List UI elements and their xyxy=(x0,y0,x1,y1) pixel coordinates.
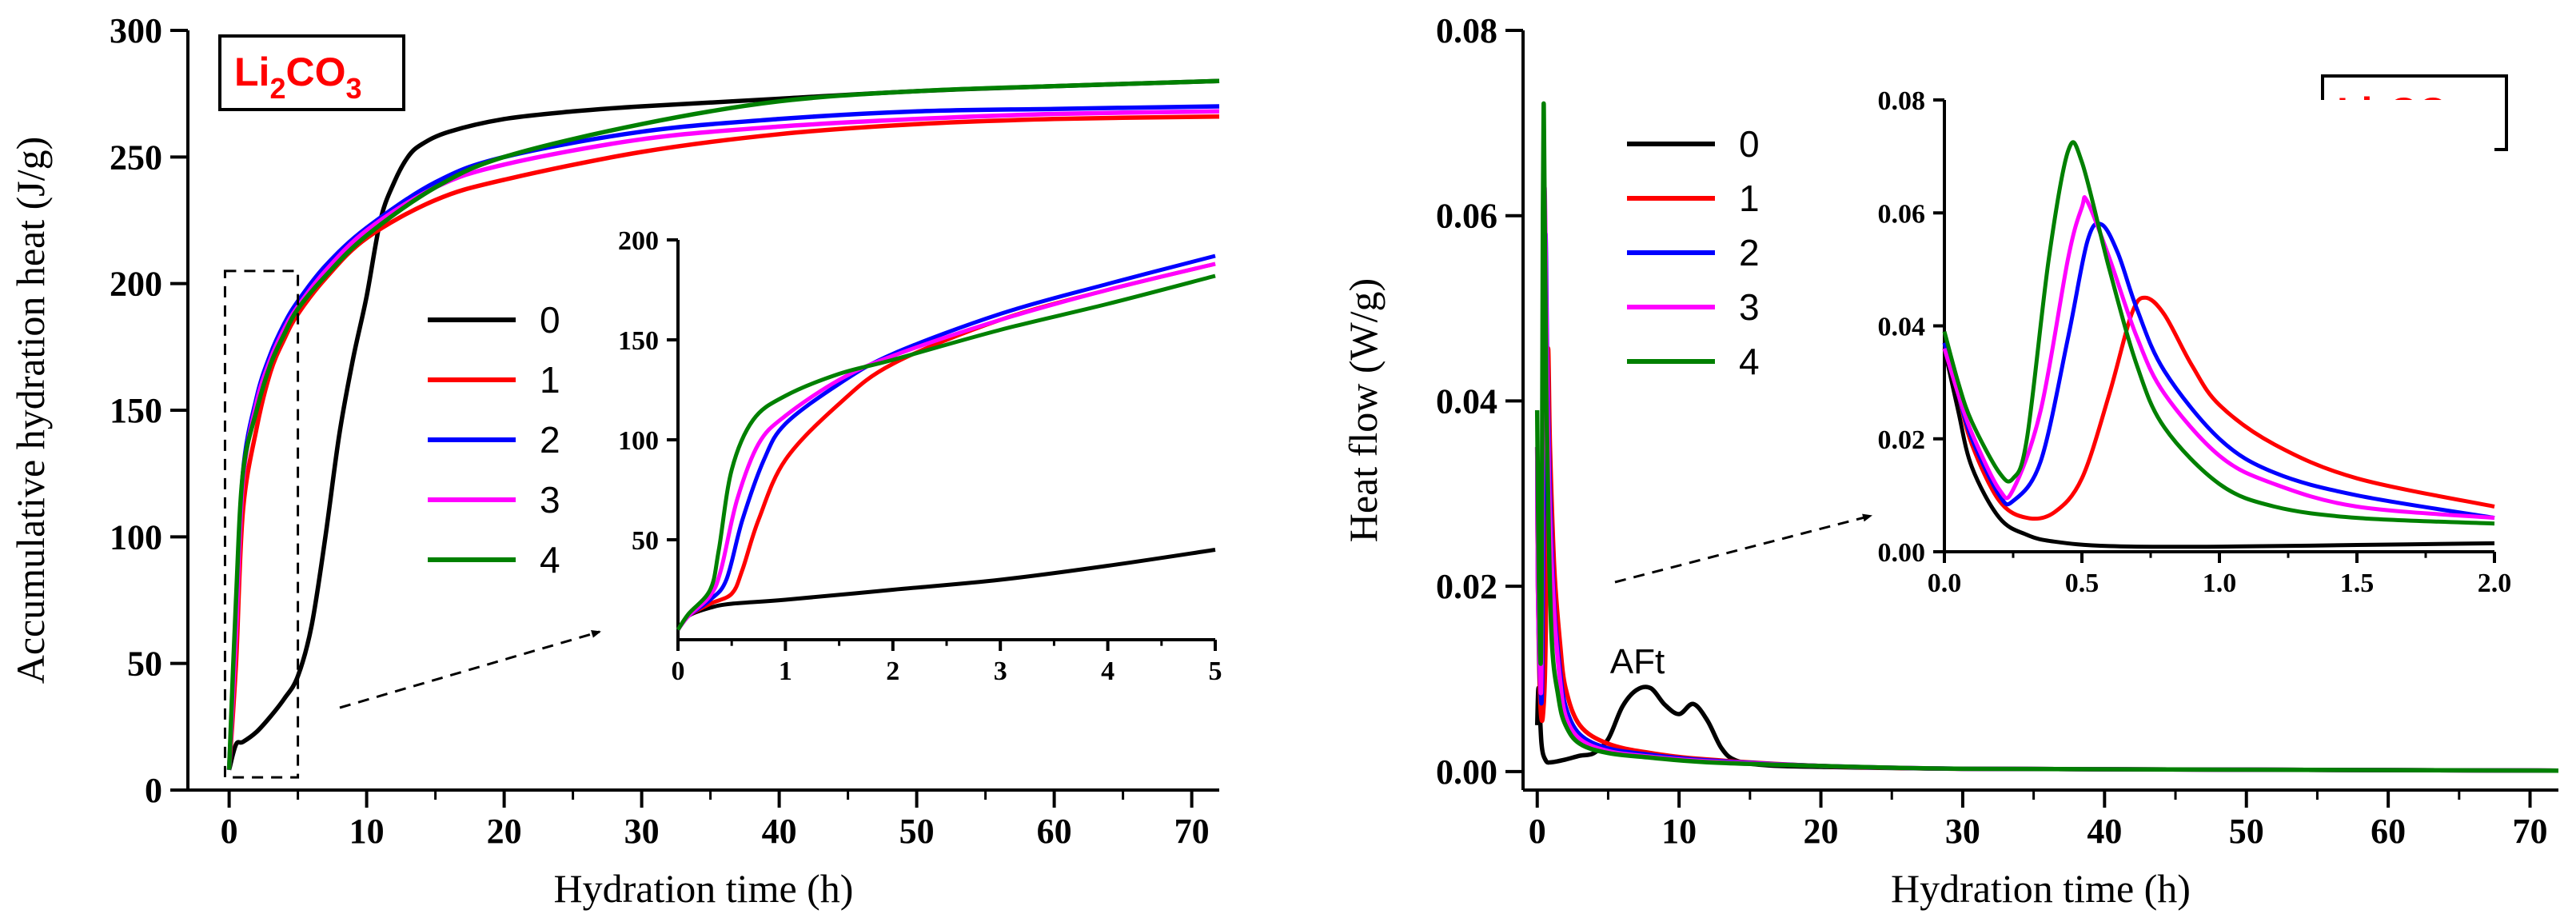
legend-label-3: 3 xyxy=(1739,286,1760,328)
series-line-4 xyxy=(1534,101,2559,773)
legend-label-2: 2 xyxy=(1739,232,1760,273)
x-axis-label: Hydration time (h) xyxy=(554,866,854,911)
x-tick-label: 40 xyxy=(762,812,797,851)
x-tick-label: 0 xyxy=(221,812,238,851)
x-tick-label: 30 xyxy=(624,812,660,851)
zoom-arrow-left xyxy=(339,630,601,709)
x-tick-label: 10 xyxy=(349,812,385,851)
series-line-4 xyxy=(676,273,1216,631)
x-tick-label: 4 xyxy=(1101,657,1115,686)
series-line-2 xyxy=(676,253,1216,632)
legend-label-0: 0 xyxy=(1739,123,1760,165)
series-line-4 xyxy=(226,78,1220,770)
chart-panel-2: 0 1 2 3 4 5 50 100 150 200 xyxy=(618,226,1222,686)
series-line-0 xyxy=(1942,348,2495,549)
y-tick-label: 250 xyxy=(110,138,162,177)
y-axis-label: Accumulative hydration heat (J/g) xyxy=(8,137,53,685)
y-tick-label: 0.00 xyxy=(1878,538,1926,568)
series-line-3 xyxy=(676,261,1216,632)
x-tick-label: 30 xyxy=(1945,812,1980,851)
zoom-region-box xyxy=(223,269,300,779)
series-line-4 xyxy=(1942,140,2495,526)
x-tick-label: 2.0 xyxy=(2478,569,2512,598)
x-tick-label: 50 xyxy=(899,812,935,851)
y-axis-label: Heat flow (W/g) xyxy=(1341,278,1386,542)
x-tick-label: 2 xyxy=(886,657,899,686)
material-label: Li2CO3 xyxy=(234,50,362,105)
x-axis-label: Hydration time (h) xyxy=(1891,866,2191,911)
y-tick-label: 0.06 xyxy=(1878,199,1926,229)
y-tick-label: 0.04 xyxy=(1878,313,1926,342)
x-tick-label: 20 xyxy=(1804,812,1839,851)
x-tick-label: 10 xyxy=(1661,812,1697,851)
material-label-box xyxy=(218,34,405,111)
y-tick-label: 50 xyxy=(127,645,162,684)
series-line-1 xyxy=(226,114,1220,770)
x-tick-label: 0.5 xyxy=(2065,569,2099,598)
y-tick-label: 0.04 xyxy=(1436,381,1497,421)
x-tick-label: 1.5 xyxy=(2340,569,2375,598)
y-tick-label: 50 xyxy=(632,526,659,556)
legend-label-0: 0 xyxy=(540,299,560,341)
x-tick-label: 0.0 xyxy=(1928,569,1962,598)
y-tick-label: 200 xyxy=(110,265,162,304)
x-tick-label: 1.0 xyxy=(2203,569,2237,598)
y-tick-label: 200 xyxy=(618,226,659,256)
y-tick-label: 300 xyxy=(110,11,162,50)
x-tick-label: 0 xyxy=(1529,812,1546,851)
x-tick-label: 3 xyxy=(994,657,1007,686)
y-tick-label: 100 xyxy=(110,517,162,557)
x-tick-label: 20 xyxy=(487,812,522,851)
zoom-arrow-right xyxy=(1614,513,1872,584)
legend-label-1: 1 xyxy=(1739,178,1760,219)
aft-annotation: AFt xyxy=(1610,642,1665,681)
y-tick-label: 0.02 xyxy=(1436,567,1497,606)
x-tick-label: 0 xyxy=(672,657,685,686)
legend-label-4: 4 xyxy=(540,539,560,581)
x-tick-label: 70 xyxy=(2513,812,2548,851)
x-tick-label: 60 xyxy=(1037,812,1072,851)
x-tick-label: 1 xyxy=(779,657,792,686)
chart-panel-1: 0 10 20 30 40 50 60 70050100150200250300Hydrati… xyxy=(8,11,1220,911)
y-tick-label: 0 xyxy=(145,771,162,810)
y-tick-label: 0.00 xyxy=(1436,752,1497,792)
x-tick-label: 50 xyxy=(2229,812,2264,851)
legend-label-2: 2 xyxy=(540,419,560,461)
y-tick-label: 0.06 xyxy=(1436,197,1497,236)
legend-label-3: 3 xyxy=(540,479,560,521)
legend-label-4: 4 xyxy=(1739,341,1760,382)
x-tick-label: 70 xyxy=(1174,812,1210,851)
y-tick-label: 100 xyxy=(618,426,659,456)
inset-background xyxy=(678,240,1215,640)
chart-panel-4: 0.0 0.5 1.0 1.5 2.0 0.00 0.02 0.04 0.06 0.08 xyxy=(1878,86,2512,598)
x-tick-label: 60 xyxy=(2371,812,2406,851)
y-tick-label: 150 xyxy=(110,391,162,430)
y-tick-label: 0.02 xyxy=(1878,425,1926,455)
series-line-0 xyxy=(676,548,1216,632)
x-tick-label: 5 xyxy=(1209,657,1222,686)
x-tick-label: 40 xyxy=(2087,812,2122,851)
series-line-3 xyxy=(1942,195,2495,521)
y-tick-label: 0.08 xyxy=(1436,11,1497,50)
legend-label-1: 1 xyxy=(540,359,560,401)
y-tick-label: 0.08 xyxy=(1878,86,1926,116)
y-tick-label: 150 xyxy=(618,326,659,356)
